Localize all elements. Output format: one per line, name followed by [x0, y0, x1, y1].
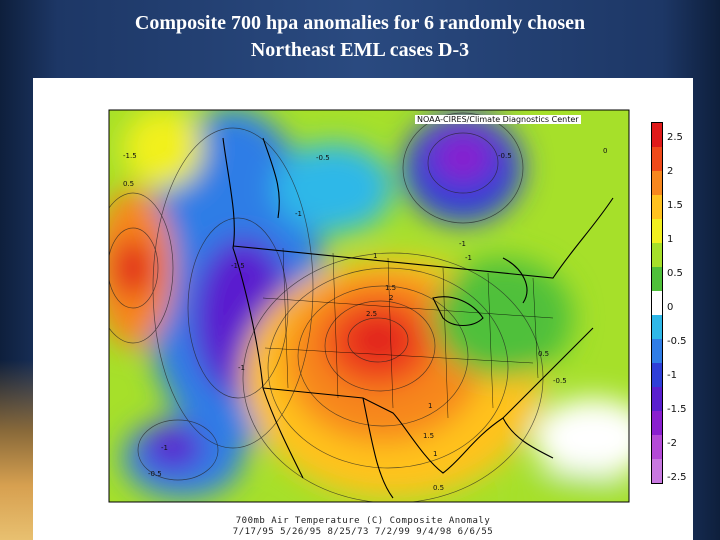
contour-label: 1: [428, 402, 432, 410]
colorbar-tick-label: -0.5: [667, 336, 687, 347]
slide-title: Composite 700 hpa anomalies for 6 random…: [0, 10, 720, 64]
map-panel: 2.5 2 1.5 1.5 1 1 1 0.5 0.5 -0.5 -0.5 -1…: [33, 78, 693, 540]
colorbar-tick-label: -2.5: [667, 472, 687, 483]
contour-label: 0.5: [123, 180, 134, 188]
contour-label: -0.5: [316, 154, 330, 162]
contour-label: -1: [459, 240, 466, 248]
contour-label: -0.5: [498, 152, 512, 160]
contour-labels: 2.5 2 1.5 1.5 1 1 1 0.5 0.5 -0.5 -0.5 -1…: [123, 147, 607, 492]
contour-lines: [109, 112, 544, 502]
map-dates: 7/17/95 5/26/95 8/25/73 7/2/99 9/4/98 6/…: [232, 527, 494, 537]
contour-label: -1: [161, 444, 168, 452]
state-borders: [262, 247, 554, 419]
geographic-borders: [222, 137, 614, 499]
colorbar-tick-label: -2: [667, 438, 677, 449]
contour-label: -0.5: [553, 377, 567, 385]
anomaly-map: 2.5 2 1.5 1.5 1 1 1 0.5 0.5 -0.5 -0.5 -1…: [108, 109, 630, 503]
source-label: NOAA-CIRES/Climate Diagnostics Center: [415, 115, 581, 124]
contour-label: -1.5: [231, 262, 245, 270]
colorbar-tick-label: 2: [667, 166, 674, 177]
colorbar-tick-label: -1: [667, 370, 677, 381]
colorbar-tick-label: 0: [667, 302, 674, 313]
contour-label: 0.5: [433, 484, 444, 492]
contour-label: 2: [389, 294, 393, 302]
contour-label: 0.5: [538, 350, 549, 358]
contour-label: 1: [373, 252, 377, 260]
colorbar-tick-label: 0.5: [667, 268, 683, 279]
anomaly-field: 2.5 2 1.5 1.5 1 1 1 0.5 0.5 -0.5 -0.5 -1…: [109, 110, 629, 502]
contour-label: -0.5: [148, 470, 162, 478]
contour-label: 0: [603, 147, 607, 155]
contour-label: -1: [295, 210, 302, 218]
colorbar-tick-label: 1: [667, 234, 674, 245]
map-caption: 700mb Air Temperature (C) Composite Anom…: [235, 516, 491, 526]
background-sunset: [0, 360, 36, 540]
contour-label: 1.5: [423, 432, 434, 440]
colorbar: [651, 122, 663, 484]
title-line-2: Northeast EML cases D-3: [250, 39, 470, 61]
contour-label: 1.5: [385, 284, 396, 292]
contour-label: -1.5: [123, 152, 137, 160]
colorbar-tick-label: 1.5: [667, 200, 683, 211]
contour-label: -1: [465, 254, 472, 262]
contour-label: -1: [238, 364, 245, 372]
contour-label: 2.5: [366, 310, 377, 318]
colorbar-tick-label: 2.5: [667, 132, 683, 143]
colorbar-tick-label: -1.5: [667, 404, 687, 415]
title-line-1: Composite 700 hpa anomalies for 6 random…: [134, 12, 586, 34]
map-frame: [108, 109, 630, 503]
contour-label: 1: [433, 450, 437, 458]
